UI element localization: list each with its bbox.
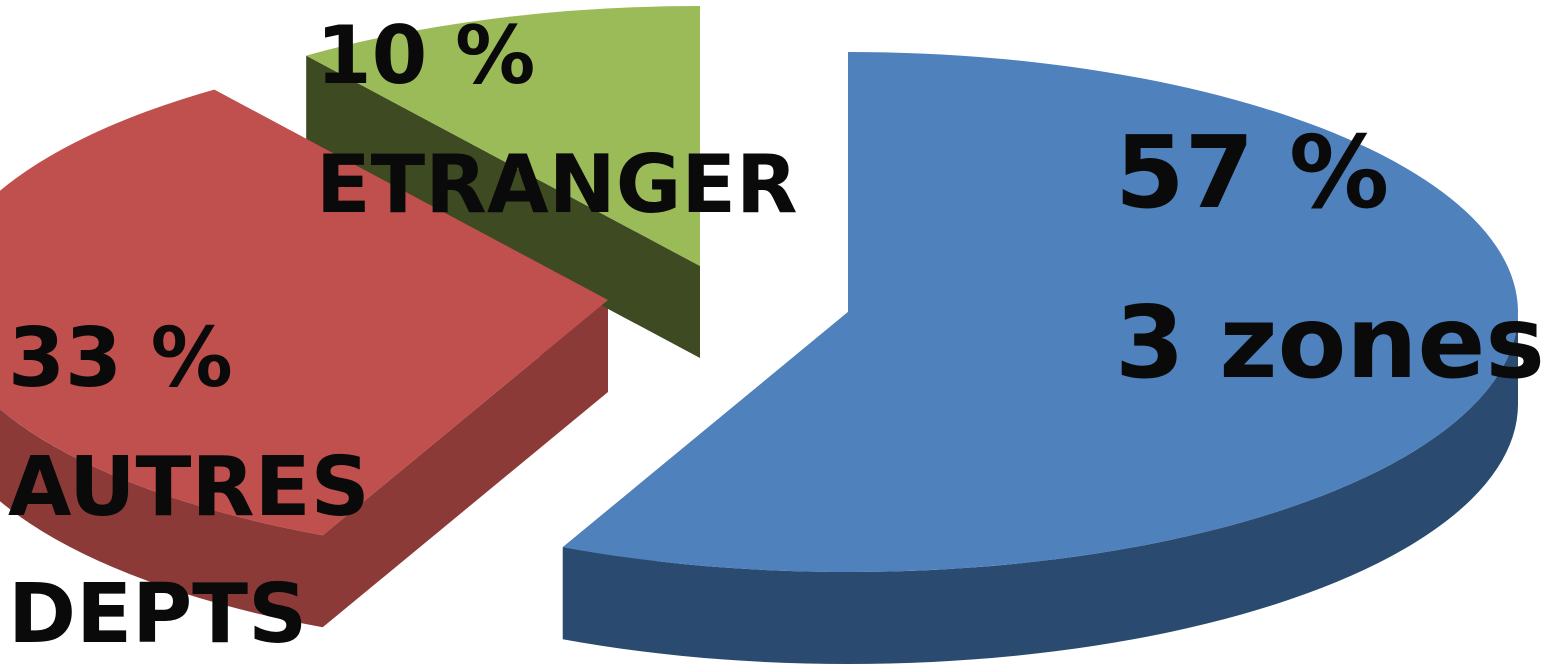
slice-etranger bbox=[306, 6, 700, 266]
data-label-3-zones: 57 % 3 zones bbox=[1115, 114, 1545, 401]
data-label-etranger: 10 % ETRANGER bbox=[316, 9, 798, 231]
slice-3-zones-side bbox=[562, 52, 1518, 664]
slice-autres-depts bbox=[0, 89, 608, 536]
slice-etranger-side bbox=[306, 6, 700, 358]
data-label-autres-depts: 33 % AUTRES DEPTS bbox=[8, 311, 398, 662]
slice-3-zones bbox=[562, 52, 1519, 572]
